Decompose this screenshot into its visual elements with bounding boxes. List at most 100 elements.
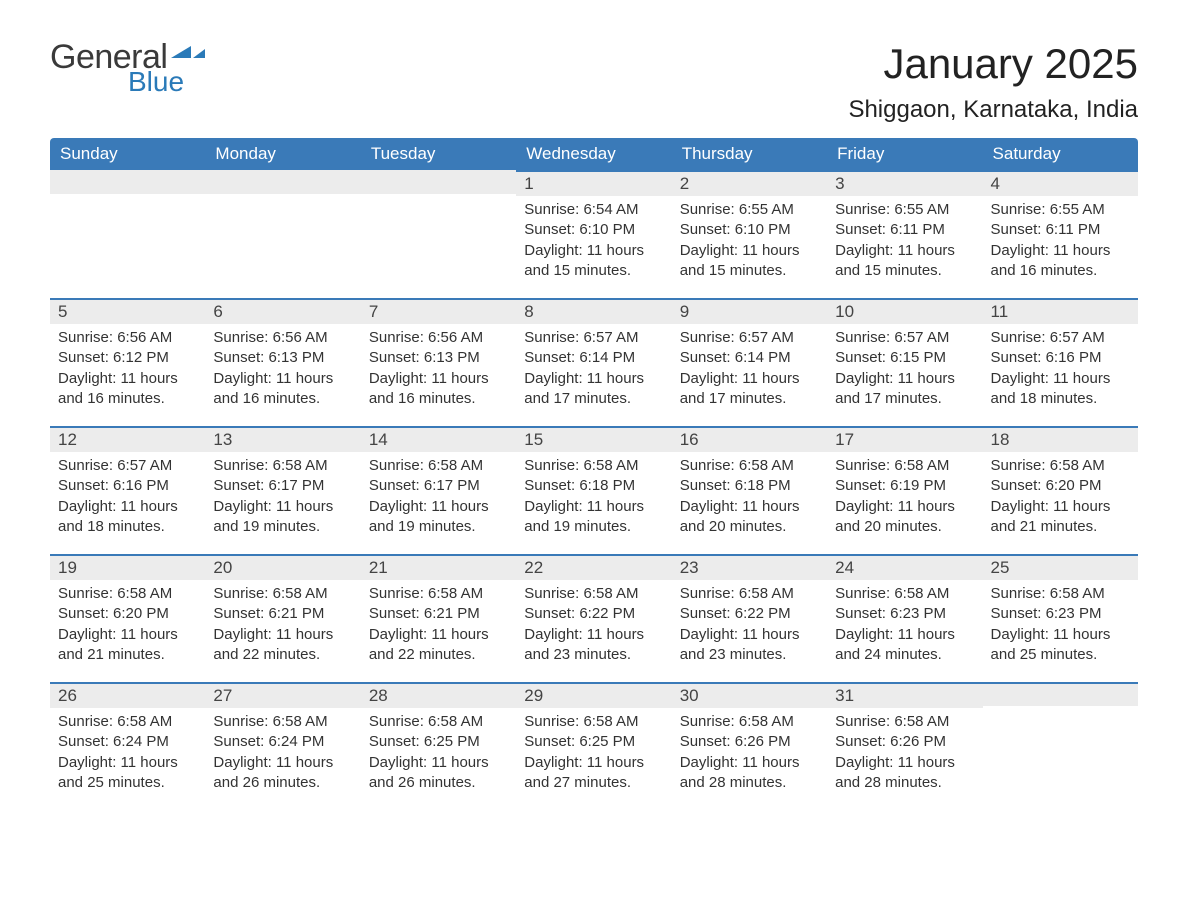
sunrise-line-label: Sunrise: (991, 585, 1046, 602)
day-number: 2 (672, 170, 827, 196)
day-details: Sunrise: 6:54 AMSunset: 6:10 PMDaylight:… (516, 196, 671, 291)
day-number: 27 (205, 682, 360, 708)
sunset-line-label: Sunset: (680, 221, 731, 238)
daylight-line: Daylight: 11 hours and 23 minutes. (680, 625, 819, 666)
sunset-line-value: 6:26 PM (735, 733, 791, 750)
calendar-cell: 3Sunrise: 6:55 AMSunset: 6:11 PMDaylight… (827, 170, 982, 298)
sunrise-line-value: 6:58 AM (117, 713, 172, 730)
empty-day-bar (361, 170, 516, 194)
calendar-cell (205, 170, 360, 298)
daylight-line: Daylight: 11 hours and 28 minutes. (835, 753, 974, 794)
sunrise-line-label: Sunrise: (680, 201, 735, 218)
sunrise-line-label: Sunrise: (991, 329, 1046, 346)
day-number: 22 (516, 554, 671, 580)
sunset-line-label: Sunset: (58, 605, 109, 622)
sunrise-line-label: Sunrise: (835, 585, 890, 602)
day-number: 13 (205, 426, 360, 452)
daylight-line: Daylight: 11 hours and 19 minutes. (213, 497, 352, 538)
sunrise-line-label: Sunrise: (213, 457, 268, 474)
sunset-line-label: Sunset: (524, 349, 575, 366)
day-number: 11 (983, 298, 1138, 324)
day-details: Sunrise: 6:58 AMSunset: 6:23 PMDaylight:… (983, 580, 1138, 675)
day-number: 23 (672, 554, 827, 580)
daylight-line-label: Daylight: (680, 498, 738, 515)
sunset-line-label: Sunset: (58, 349, 109, 366)
sunrise-line: Sunrise: 6:58 AM (835, 584, 974, 604)
sunrise-line: Sunrise: 6:54 AM (524, 200, 663, 220)
sunset-line: Sunset: 6:24 PM (58, 732, 197, 752)
sunset-line-label: Sunset: (524, 221, 575, 238)
calendar-cell: 17Sunrise: 6:58 AMSunset: 6:19 PMDayligh… (827, 426, 982, 554)
sunset-line: Sunset: 6:23 PM (835, 604, 974, 624)
day-details: Sunrise: 6:57 AMSunset: 6:14 PMDaylight:… (672, 324, 827, 419)
daylight-line: Daylight: 11 hours and 16 minutes. (213, 369, 352, 410)
daylight-line: Daylight: 11 hours and 22 minutes. (213, 625, 352, 666)
weekday-header: Thursday (672, 138, 827, 170)
day-details: Sunrise: 6:58 AMSunset: 6:25 PMDaylight:… (516, 708, 671, 803)
calendar-cell: 9Sunrise: 6:57 AMSunset: 6:14 PMDaylight… (672, 298, 827, 426)
daylight-line: Daylight: 11 hours and 28 minutes. (680, 753, 819, 794)
sunrise-line: Sunrise: 6:57 AM (835, 328, 974, 348)
sunset-line: Sunset: 6:12 PM (58, 348, 197, 368)
daylight-line-label: Daylight: (369, 370, 427, 387)
sunset-line: Sunset: 6:18 PM (524, 476, 663, 496)
sunrise-line: Sunrise: 6:58 AM (524, 584, 663, 604)
sunset-line-label: Sunset: (680, 733, 731, 750)
day-number: 21 (361, 554, 516, 580)
day-details: Sunrise: 6:55 AMSunset: 6:11 PMDaylight:… (827, 196, 982, 291)
sunrise-line-value: 6:58 AM (583, 585, 638, 602)
sunrise-line: Sunrise: 6:57 AM (58, 456, 197, 476)
sunrise-line: Sunrise: 6:55 AM (991, 200, 1130, 220)
sunset-line-label: Sunset: (991, 605, 1042, 622)
sunrise-line-label: Sunrise: (369, 329, 424, 346)
day-number: 3 (827, 170, 982, 196)
sunrise-line-label: Sunrise: (369, 457, 424, 474)
sunrise-line-label: Sunrise: (835, 201, 890, 218)
month-title: January 2025 (848, 40, 1138, 88)
weekday-header: Sunday (50, 138, 205, 170)
sunrise-line-label: Sunrise: (835, 713, 890, 730)
sunset-line: Sunset: 6:21 PM (369, 604, 508, 624)
calendar-cell: 26Sunrise: 6:58 AMSunset: 6:24 PMDayligh… (50, 682, 205, 810)
sunset-line-value: 6:25 PM (579, 733, 635, 750)
sunrise-line-label: Sunrise: (680, 329, 735, 346)
calendar-cell: 23Sunrise: 6:58 AMSunset: 6:22 PMDayligh… (672, 554, 827, 682)
daylight-line-label: Daylight: (58, 754, 116, 771)
sunset-line-value: 6:14 PM (579, 349, 635, 366)
sunrise-line-label: Sunrise: (524, 201, 579, 218)
day-number: 6 (205, 298, 360, 324)
sunrise-line: Sunrise: 6:58 AM (835, 712, 974, 732)
sunrise-line-label: Sunrise: (991, 201, 1046, 218)
calendar-cell: 21Sunrise: 6:58 AMSunset: 6:21 PMDayligh… (361, 554, 516, 682)
sunrise-line: Sunrise: 6:58 AM (213, 456, 352, 476)
sunset-line-value: 6:12 PM (113, 349, 169, 366)
sunset-line-value: 6:25 PM (424, 733, 480, 750)
sunrise-line: Sunrise: 6:58 AM (991, 456, 1130, 476)
sunset-line-label: Sunset: (835, 477, 886, 494)
daylight-line-label: Daylight: (524, 626, 582, 643)
sunset-line: Sunset: 6:16 PM (58, 476, 197, 496)
sunrise-line-label: Sunrise: (213, 713, 268, 730)
sunrise-line-label: Sunrise: (58, 713, 113, 730)
day-details: Sunrise: 6:58 AMSunset: 6:22 PMDaylight:… (516, 580, 671, 675)
sunset-line-label: Sunset: (991, 477, 1042, 494)
calendar-cell: 16Sunrise: 6:58 AMSunset: 6:18 PMDayligh… (672, 426, 827, 554)
title-block: January 2025 Shiggaon, Karnataka, India (848, 40, 1138, 124)
daylight-line-label: Daylight: (680, 626, 738, 643)
daylight-line: Daylight: 11 hours and 25 minutes. (58, 753, 197, 794)
sunset-line: Sunset: 6:23 PM (991, 604, 1130, 624)
sunset-line-label: Sunset: (58, 477, 109, 494)
day-details: Sunrise: 6:58 AMSunset: 6:23 PMDaylight:… (827, 580, 982, 675)
day-details: Sunrise: 6:58 AMSunset: 6:24 PMDaylight:… (205, 708, 360, 803)
daylight-line-label: Daylight: (680, 370, 738, 387)
daylight-line: Daylight: 11 hours and 15 minutes. (835, 241, 974, 282)
sunset-line-label: Sunset: (213, 605, 264, 622)
sunset-line-value: 6:23 PM (1046, 605, 1102, 622)
header: General Blue January 2025 Shiggaon, Karn… (50, 40, 1138, 124)
sunrise-line-value: 6:55 AM (739, 201, 794, 218)
calendar-cell: 19Sunrise: 6:58 AMSunset: 6:20 PMDayligh… (50, 554, 205, 682)
sunrise-line-value: 6:58 AM (894, 713, 949, 730)
sunset-line: Sunset: 6:25 PM (524, 732, 663, 752)
daylight-line-label: Daylight: (524, 754, 582, 771)
day-number: 14 (361, 426, 516, 452)
